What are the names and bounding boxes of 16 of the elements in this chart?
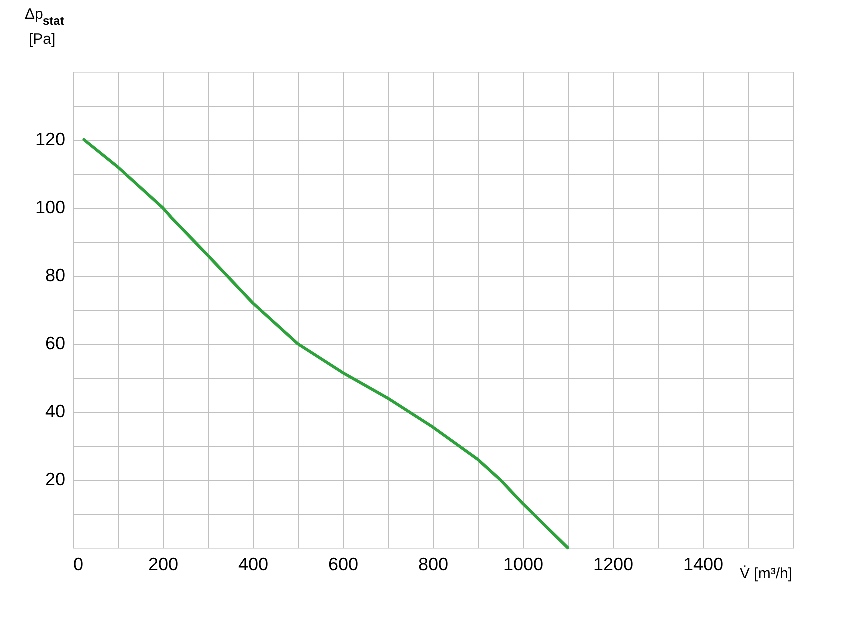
y-tick-label: 20 [45,470,66,490]
x-tick-label: 600 [328,554,359,574]
y-tick-label: 80 [45,266,66,286]
y-tick-label: 100 [35,198,66,218]
x-tick-label: 0 [74,554,84,574]
y-tick-label: 120 [35,130,66,150]
x-tick-label: 1200 [593,554,634,574]
x-tick-label: 200 [148,554,179,574]
y-tick-label: 40 [45,402,66,422]
x-tick-label: 1000 [503,554,544,574]
line-series [82,138,570,550]
y-tick-label: 60 [45,334,66,354]
x-tick-label: 400 [238,554,269,574]
x-tick-label: 800 [418,554,449,574]
x-axis-title: V̇ [m³/h] [740,565,792,582]
x-tick-label: 1400 [683,554,724,574]
